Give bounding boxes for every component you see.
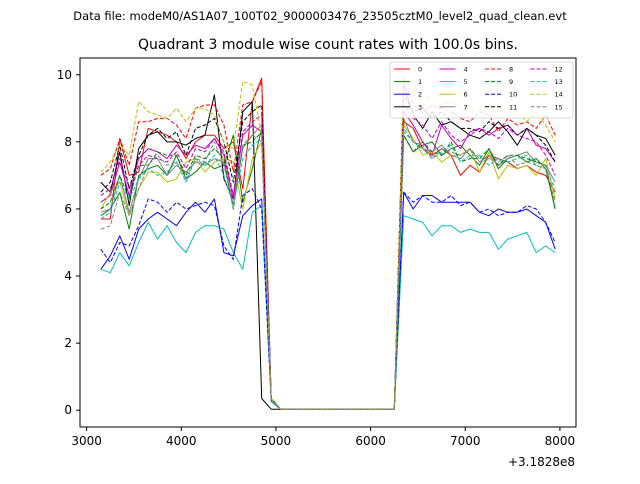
y-tick-label-0: 0 (64, 403, 72, 417)
series-line-13 (100, 127, 556, 410)
axes-frame (79, 57, 577, 428)
legend-label-9: 9 (509, 78, 513, 86)
x-tick-label-1: 4000 (166, 434, 197, 448)
y-tick-label-4: 8 (64, 135, 72, 149)
legend-label-7: 7 (464, 103, 468, 111)
legend-label-13: 13 (555, 78, 563, 86)
legend-label-12: 12 (555, 66, 563, 74)
x-tick-label-3: 6000 (355, 434, 386, 448)
legend-label-6: 6 (464, 91, 468, 99)
x-tick-label-4: 7000 (450, 434, 481, 448)
x-axis-offset-label: +3.1828e8 (508, 455, 575, 469)
x-tick-label-5: 8000 (545, 434, 576, 448)
series-line-12 (100, 104, 556, 410)
legend-label-0: 0 (418, 66, 422, 74)
legend-label-1: 1 (418, 78, 422, 86)
y-tick-label-3: 6 (64, 202, 72, 216)
legend-label-4: 4 (464, 66, 468, 74)
chart-title: Quadrant 3 module wise count rates with … (138, 37, 518, 53)
legend-label-10: 10 (509, 91, 517, 99)
legend-box (389, 61, 574, 119)
legend-label-3: 3 (418, 103, 422, 111)
legend-label-11: 11 (509, 103, 517, 111)
y-tick-label-5: 10 (57, 68, 72, 82)
x-tick-label-2: 5000 (261, 434, 292, 448)
legend-label-5: 5 (464, 78, 468, 86)
legend-label-8: 8 (509, 66, 513, 74)
y-tick-label-1: 2 (64, 336, 72, 350)
x-tick-label-0: 3000 (71, 434, 102, 448)
y-tick-label-2: 4 (64, 269, 72, 283)
figure-suptitle: Data file: modeM0/AS1A07_100T02_90000034… (73, 9, 567, 23)
legend-label-2: 2 (418, 91, 422, 99)
legend-label-14: 14 (555, 91, 563, 99)
series-line-10 (100, 188, 556, 410)
legend-label-15: 15 (555, 103, 563, 111)
